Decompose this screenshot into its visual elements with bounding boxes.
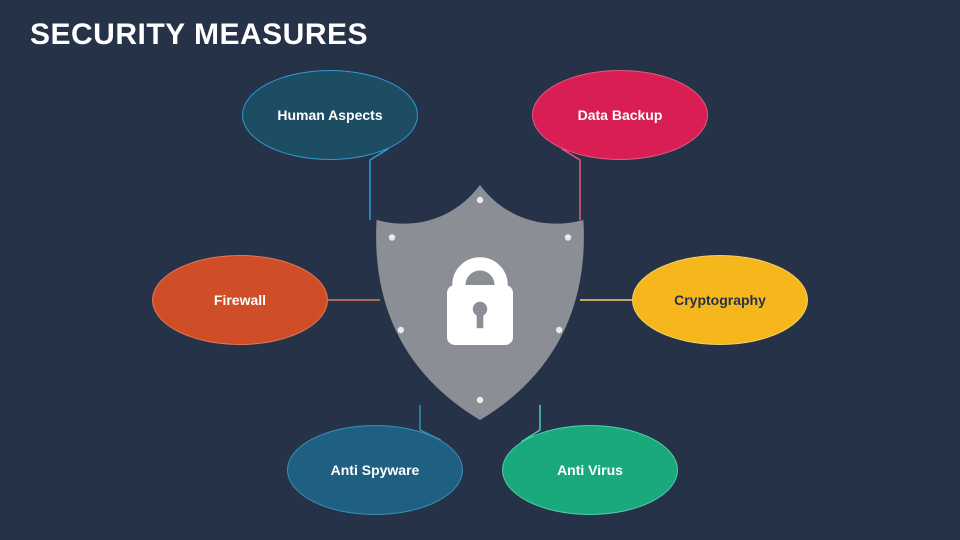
node-label-cryptography: Cryptography xyxy=(674,292,766,308)
node-data-backup: Data Backup xyxy=(532,70,708,160)
node-firewall: Firewall xyxy=(152,255,328,345)
node-cryptography: Cryptography xyxy=(632,255,808,345)
node-label-anti-spyware: Anti Spyware xyxy=(331,462,420,478)
node-label-human-aspects: Human Aspects xyxy=(277,107,382,123)
node-human-aspects: Human Aspects xyxy=(242,70,418,160)
node-anti-virus: Anti Virus xyxy=(502,425,678,515)
shield-icon xyxy=(370,175,590,425)
shield-center xyxy=(370,175,590,425)
slide: SECURITY MEASURES Human Aspects Data Back… xyxy=(0,0,960,540)
slide-title: SECURITY MEASURES xyxy=(30,18,368,52)
node-label-data-backup: Data Backup xyxy=(578,107,663,123)
node-label-anti-virus: Anti Virus xyxy=(557,462,623,478)
node-anti-spyware: Anti Spyware xyxy=(287,425,463,515)
node-label-firewall: Firewall xyxy=(214,292,266,308)
